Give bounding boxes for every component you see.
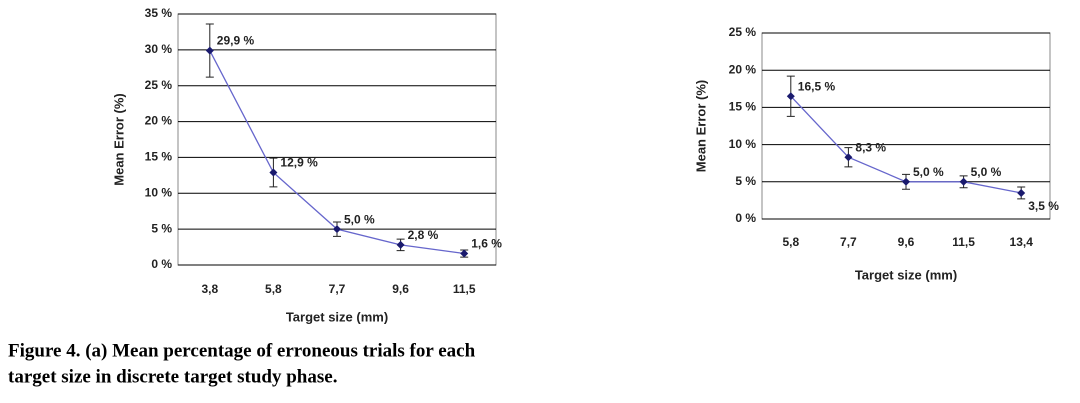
- caption-line: target size in discrete target study pha…: [8, 366, 337, 387]
- data-label: 3,5 %: [1028, 199, 1059, 213]
- data-label: 1,6 %: [471, 237, 502, 251]
- y-tick-label: 15 %: [729, 100, 757, 114]
- data-point: [902, 177, 910, 186]
- y-tick-label: 25 %: [145, 78, 173, 92]
- data-point: [786, 92, 795, 101]
- y-tick-label: 5 %: [735, 174, 756, 188]
- y-axis-label: Mean Error (%): [111, 93, 126, 185]
- plot-area: [761, 32, 1051, 220]
- x-tick-label: 3,8: [201, 282, 218, 296]
- y-tick-label: 35 %: [145, 6, 173, 20]
- data-label: 5,0 %: [971, 165, 1002, 179]
- y-tick-label: 0 %: [151, 257, 172, 271]
- data-label: 16,5 %: [798, 79, 836, 93]
- x-tick-label: 7,7: [840, 235, 857, 249]
- data-label: 29,9 %: [217, 34, 255, 48]
- data-label: 5,0 %: [913, 165, 944, 179]
- x-tick-label: 7,7: [329, 282, 346, 296]
- y-tick-label: 10 %: [145, 185, 173, 199]
- data-label: 5,0 %: [344, 212, 375, 226]
- data-label: 2,8 %: [408, 228, 439, 242]
- data-label: 12,9 %: [280, 156, 318, 170]
- y-tick-label: 10 %: [729, 137, 757, 151]
- x-tick-label: 13,4: [1010, 235, 1034, 249]
- data-point: [205, 46, 214, 55]
- data-point: [333, 225, 341, 234]
- y-tick-label: 30 %: [145, 42, 173, 56]
- x-tick-label: 5,8: [265, 282, 282, 296]
- data-point: [460, 249, 469, 258]
- y-tick-label: 20 %: [729, 62, 757, 76]
- data-point: [844, 153, 853, 162]
- data-label: 8,3 %: [855, 140, 886, 154]
- data-point: [959, 177, 968, 186]
- x-tick-label: 11,5: [453, 282, 476, 296]
- y-tick-label: 25 %: [729, 25, 757, 39]
- x-tick-label: 9,6: [898, 235, 915, 249]
- x-tick-label: 9,6: [392, 282, 409, 296]
- data-point: [269, 168, 278, 177]
- data-point: [396, 240, 405, 249]
- x-axis-label: Target size (mm): [855, 267, 957, 282]
- x-tick-label: 5,8: [782, 235, 799, 249]
- y-axis-label: Mean Error (%): [693, 80, 708, 172]
- x-tick-label: 11,5: [952, 235, 975, 249]
- y-tick-label: 0 %: [735, 211, 756, 225]
- data-point: [1017, 188, 1026, 197]
- y-tick-label: 20 %: [145, 114, 173, 128]
- caption-line: Figure 4. (a) Mean percentage of erroneo…: [8, 340, 476, 361]
- x-axis-label: Target size (mm): [286, 309, 388, 324]
- y-tick-label: 15 %: [145, 150, 173, 164]
- y-tick-label: 5 %: [151, 221, 172, 235]
